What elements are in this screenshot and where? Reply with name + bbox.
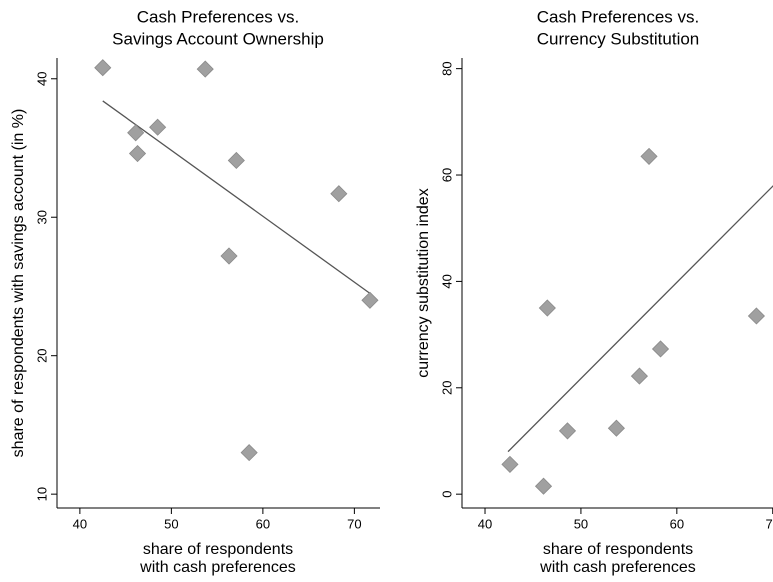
point xyxy=(534,477,553,495)
y-tick-label: 40 xyxy=(439,274,454,288)
x-axis-label: with cash preferences xyxy=(539,559,696,576)
x-axis-label: share of respondents xyxy=(143,541,293,558)
y-axis-label: share of respondents with savings accoun… xyxy=(10,109,27,458)
x-axis-label: share of respondents xyxy=(543,541,693,558)
y-tick-label: 30 xyxy=(34,210,49,224)
point xyxy=(220,247,238,265)
point xyxy=(651,340,670,358)
point xyxy=(501,455,519,473)
panel: Cash Preferences vs. Savings Account Owne… xyxy=(10,7,380,576)
y-tick-label: 10 xyxy=(34,487,49,501)
x-tick-label: 50 xyxy=(164,516,178,531)
point xyxy=(361,291,379,309)
point xyxy=(227,151,245,170)
y-tick-label: 60 xyxy=(439,168,454,182)
point xyxy=(558,422,577,440)
point xyxy=(240,444,258,462)
chart-title: Currency Substitution xyxy=(537,29,700,48)
x-tick-label: 70 xyxy=(347,516,361,531)
chart-title: Savings Account Ownership xyxy=(112,29,324,48)
point xyxy=(149,118,167,136)
y-tick-label: 40 xyxy=(34,72,49,86)
point xyxy=(640,147,658,165)
panel: Cash Preferences vs. Currency Substitutio… xyxy=(415,7,773,576)
fit-line xyxy=(507,185,773,453)
x-tick-label: 40 xyxy=(73,516,87,531)
y-tick-label: 20 xyxy=(439,381,454,395)
x-tick-label: 60 xyxy=(256,516,270,531)
y-axis-label: currency substitution index xyxy=(415,188,432,377)
x-tick-label: 70 xyxy=(766,516,773,531)
y-tick-label: 0 xyxy=(439,491,454,498)
y-tick-label: 80 xyxy=(439,61,454,75)
fit-line xyxy=(102,100,371,294)
point xyxy=(330,185,348,203)
point xyxy=(538,299,556,317)
x-axis-label: with cash preferences xyxy=(139,559,296,576)
point xyxy=(196,60,214,78)
point xyxy=(94,59,112,77)
y-tick-label: 20 xyxy=(34,348,49,362)
x-tick-label: 50 xyxy=(574,516,588,531)
x-tick-label: 40 xyxy=(478,516,492,531)
x-tick-label: 60 xyxy=(670,516,684,531)
point xyxy=(747,307,765,325)
point xyxy=(630,367,648,385)
chart-title: Cash Preferences vs. xyxy=(537,7,700,26)
point xyxy=(128,144,147,163)
point xyxy=(127,124,145,142)
chart-title: Cash Preferences vs. xyxy=(137,7,300,26)
point xyxy=(607,419,625,437)
